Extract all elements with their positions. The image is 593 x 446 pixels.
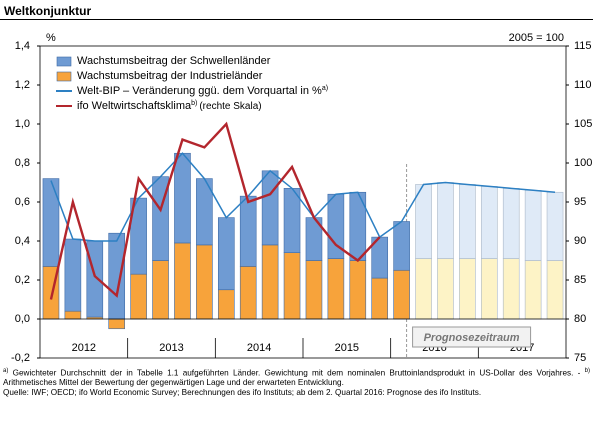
- y-tick-label: -0,2: [11, 352, 30, 364]
- note-text: Gewichteter Durchschnitt der in Tabelle …: [12, 368, 581, 378]
- bar: [415, 184, 432, 259]
- legend-name: ifo Weltwirtschaftsklima: [77, 100, 192, 112]
- legend-label: Wachstumsbeitrag der Industrieländer: [77, 70, 263, 82]
- bar: [437, 182, 454, 259]
- bar: [42, 178, 60, 267]
- bar: [393, 221, 410, 271]
- legend-box: [52, 53, 344, 115]
- legend-swatch: [56, 71, 72, 82]
- bar: [217, 217, 235, 291]
- bar: [152, 260, 169, 320]
- bar: [502, 188, 520, 259]
- x-group-label: 2013: [159, 342, 183, 354]
- note-mark: b): [584, 368, 591, 374]
- bar: [415, 258, 432, 320]
- x-group-label: 2014: [247, 342, 271, 354]
- y-tick-label: 1,0: [15, 118, 30, 130]
- y2-tick-label: 110: [574, 79, 592, 91]
- bar: [327, 258, 345, 320]
- bar: [524, 190, 542, 261]
- bar: [239, 195, 257, 267]
- note-mark: a): [3, 368, 9, 374]
- y2-unit: 2005 = 100: [509, 32, 564, 44]
- y2-tick-label: 90: [574, 235, 586, 247]
- bar: [502, 258, 520, 320]
- y-tick-label: 1,2: [15, 79, 30, 91]
- bar: [86, 240, 104, 318]
- line: [50, 152, 556, 242]
- legend-note: b): [191, 100, 197, 107]
- note-text: Arithmetisches Mittel der Bewertung der …: [3, 378, 344, 388]
- source: Quelle: IWF; OECD; ifo World Economic Su…: [3, 387, 482, 397]
- bar: [261, 244, 279, 320]
- bar: [371, 277, 389, 320]
- bar: [108, 318, 126, 330]
- legend-name: Wachstumsbeitrag der Industrieländer: [77, 70, 263, 82]
- bar: [174, 152, 191, 244]
- y2-tick-label: 75: [574, 352, 586, 364]
- x-group-label: 2012: [72, 342, 96, 354]
- bar: [174, 242, 191, 320]
- bar: [261, 170, 279, 246]
- y-tick-label: 0,4: [15, 235, 30, 247]
- y2-tick-label: 85: [574, 274, 586, 286]
- bar: [108, 232, 126, 320]
- legend-suffix: (rechte Skala): [199, 101, 261, 112]
- forecast-box: [412, 326, 532, 348]
- y-tick-label: 0,0: [15, 313, 30, 325]
- bar: [459, 258, 476, 320]
- legend-name: Wachstumsbeitrag der Schwellenländer: [77, 55, 271, 67]
- y-tick-label: 0,6: [15, 196, 30, 208]
- bar: [239, 266, 257, 320]
- y2-tick-label: 105: [574, 118, 592, 130]
- header-title: Weltkonjunktur: [0, 0, 593, 20]
- legend-swatch: [56, 56, 72, 67]
- y-unit: %: [46, 32, 56, 44]
- bar: [480, 258, 498, 320]
- legend: Wachstumsbeitrag der Schwellenländer Wach…: [52, 53, 344, 115]
- y-tick-label: 0,8: [15, 157, 30, 169]
- bar: [217, 289, 235, 320]
- bar: [546, 191, 564, 261]
- y-tick-label: 1,4: [15, 40, 30, 52]
- bar: [459, 184, 476, 259]
- bar: [64, 238, 82, 312]
- y2-tick-label: 80: [574, 313, 586, 325]
- note-block: a) Gewichteter Durchschnitt der in Tabel…: [3, 367, 590, 388]
- forecast-label: Prognosezeitraum: [424, 332, 520, 344]
- legend-label: ifo Weltwirtschaftsklimab) (rechte Skala): [77, 100, 262, 112]
- bar: [283, 252, 301, 320]
- chart: -0,2 0,0 0,2 0,4 0,6 0,8 1,0 1,2 1,4 75 80 85 90 95 10…: [11, 32, 592, 364]
- bar: [437, 258, 454, 320]
- legend-label: Welt-BIP – Veränderung ggü. dem Vorquart…: [77, 85, 328, 97]
- x-group-label: 2015: [335, 342, 359, 354]
- legend-label: Wachstumsbeitrag der Schwellenländer: [77, 55, 271, 67]
- bar: [130, 273, 147, 320]
- bar: [480, 186, 498, 259]
- line: [49, 121, 381, 300]
- bar: [283, 188, 301, 254]
- legend-note: a): [322, 85, 328, 92]
- y2-tick-label: 95: [574, 196, 586, 208]
- bar: [349, 260, 367, 320]
- bar: [305, 260, 323, 320]
- bar: [196, 244, 213, 320]
- y2-tick-label: 100: [574, 157, 592, 169]
- y2-tick-label: 115: [574, 40, 592, 52]
- bar: [64, 310, 82, 320]
- bar: [524, 260, 542, 320]
- bar: [393, 269, 410, 320]
- bar: [546, 260, 564, 320]
- y-tick-label: 0,2: [15, 274, 30, 286]
- legend-name: Welt-BIP – Veränderung ggü. dem Vorquart…: [77, 85, 322, 97]
- footnotes: a) Gewichteter Durchschnitt der in Tabel…: [3, 367, 590, 397]
